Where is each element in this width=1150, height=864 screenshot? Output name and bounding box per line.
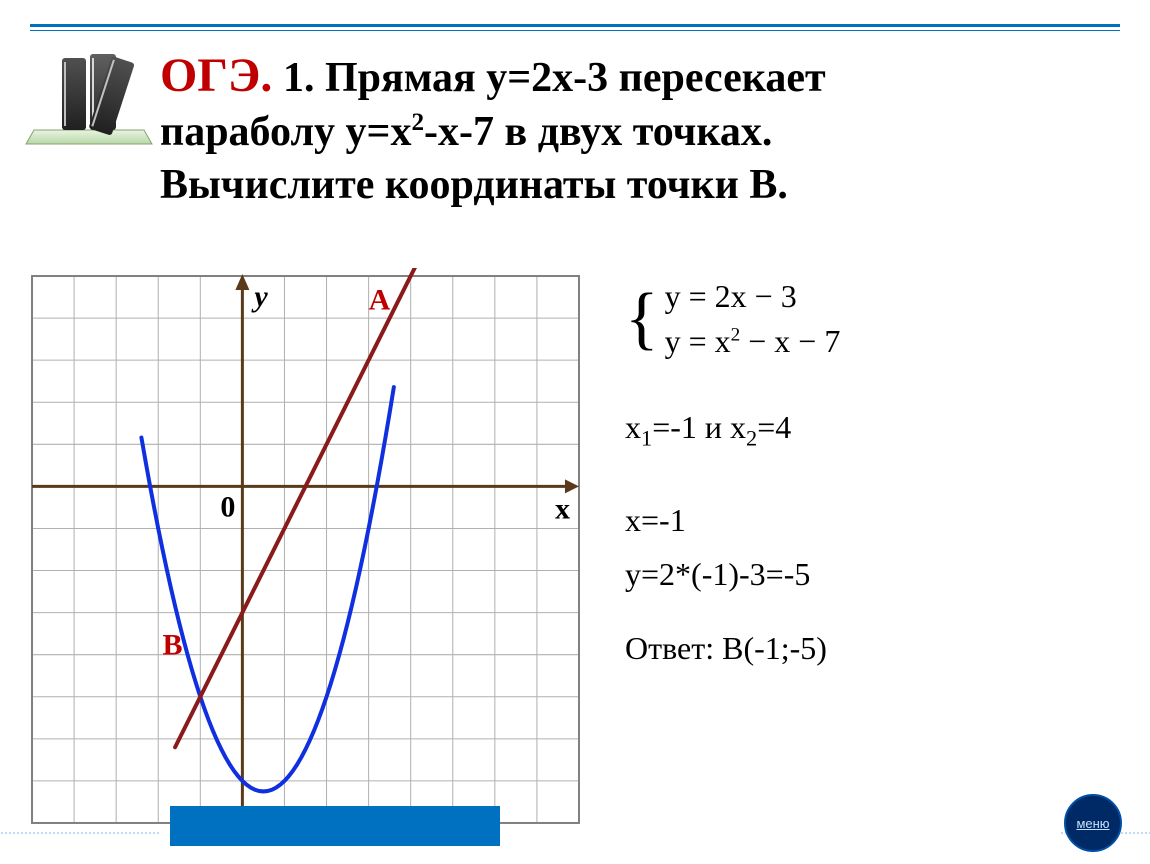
eq1: y = 2x − 3 [665,274,841,319]
calc-x: x=-1 [625,493,1125,547]
solution-column: { y = 2x − 3 y = x2 − x − 7 x1=-1 и x2=4… [625,274,1125,667]
brace-icon: { [625,284,659,354]
svg-text:0: 0 [220,489,235,523]
heading-line2a: параболу y=х [160,109,411,155]
oge-label: ОГЭ. [160,49,272,102]
footer-dots-left [0,832,160,834]
equation-system: { y = 2x − 3 y = x2 − x − 7 [625,274,1125,364]
eq2: y = x2 − x − 7 [665,319,841,364]
menu-button[interactable]: меню [1064,794,1122,852]
svg-text:В: В [162,628,182,662]
roots-line: x1=-1 и x2=4 [625,400,1125,457]
menu-label: меню [1076,816,1109,831]
heading-line2b: -х-7 в двух точках. [424,109,772,155]
calc-y: y=2*(-1)-3=-5 [625,547,1125,601]
heading-line1: 1. Прямая y=2х-3 пересекает [272,55,825,101]
svg-text:у: у [251,279,268,313]
heading-line3: Вычислите координаты точки В. [160,162,788,208]
svg-text:x: x [555,491,570,525]
chart: у x 0 А В [24,268,587,831]
top-rule [30,24,1120,30]
answer: Ответ: B(-1;-5) [625,630,1125,667]
footer-bar [170,806,500,846]
svg-text:А: А [369,283,391,317]
calc-block: x=-1 y=2*(-1)-3=-5 [625,493,1125,602]
books-icon [24,32,154,162]
problem-heading: ОГЭ. 1. Прямая y=2х-3 пересекает парабол… [160,46,1110,211]
heading-sup: 2 [411,109,424,136]
